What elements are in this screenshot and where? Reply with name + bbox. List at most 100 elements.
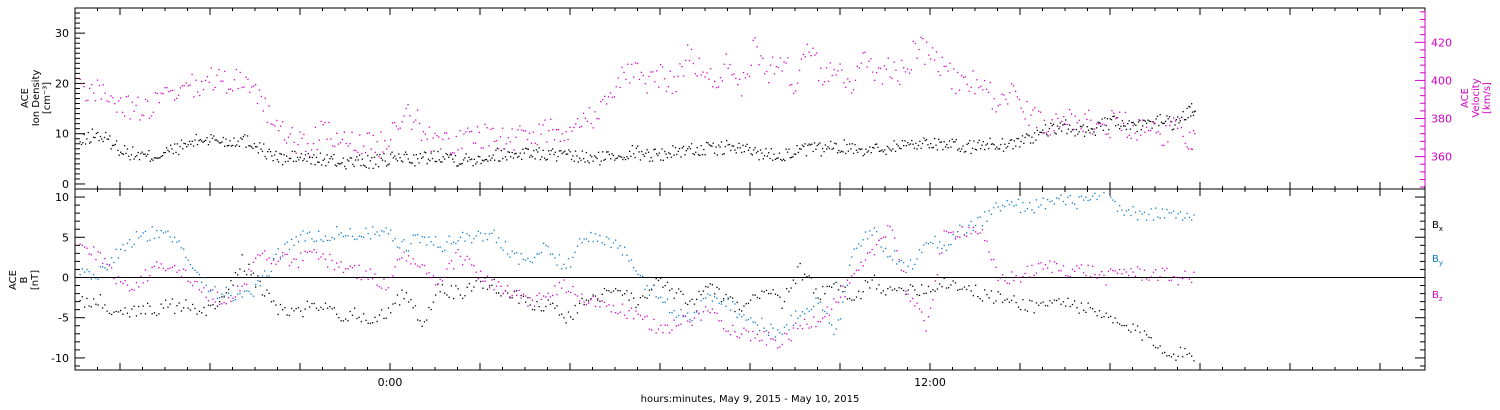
data-point [444,132,446,134]
data-point [363,236,365,238]
data-point [870,58,872,60]
data-point [918,294,921,296]
data-point [651,329,653,331]
data-point [1188,216,1191,219]
data-point [409,115,411,117]
data-point [550,118,552,120]
data-point [239,290,241,292]
data-point [1120,125,1122,128]
data-point [375,163,377,165]
data-point [466,286,468,288]
data-point [217,140,219,142]
data-point [867,150,870,152]
data-point [185,299,187,301]
data-point [999,277,1002,279]
data-point [765,344,768,346]
field-axis-title-line: B [19,276,30,283]
data-point [1028,124,1030,126]
data-point [1067,275,1069,277]
data-point [871,248,873,251]
data-point [758,64,760,66]
data-point [89,87,91,89]
data-point [639,297,642,299]
data-point [908,144,910,146]
data-point [394,266,396,268]
data-point [765,289,768,292]
data-point [730,149,732,152]
data-point [321,164,323,166]
data-point [467,160,469,162]
data-point [590,299,592,301]
data-point [204,79,207,82]
data-point [590,231,592,234]
data-point [276,119,278,122]
data-point [207,144,210,146]
data-point [216,291,219,293]
data-point [702,71,704,73]
data-point [478,131,480,134]
data-point [130,154,133,156]
data-point [626,317,628,319]
data-point [853,299,855,301]
data-point [835,328,837,330]
data-point [256,102,259,105]
data-point [1112,115,1114,118]
data-point [738,142,740,144]
data-point [135,231,138,233]
data-point [426,138,428,140]
data-point [689,319,691,321]
data-point [305,150,307,153]
data-point [538,123,540,125]
data-point [441,280,444,282]
data-point [1094,134,1096,136]
data-point [518,263,520,265]
data-point [1074,135,1076,137]
data-point [186,146,188,148]
data-point [110,95,112,97]
data-point [711,145,713,147]
density-axis-title: ACEIon Density[cm⁻³] [20,70,53,127]
data-point [477,230,479,233]
data-point [846,298,849,300]
data-point [520,253,522,255]
data-point [633,153,635,155]
data-point [681,147,683,149]
data-point [203,287,205,289]
data-point [363,164,365,166]
data-point [162,93,164,95]
data-point [777,347,779,349]
data-point [1191,111,1194,113]
data-point [504,156,507,158]
data-point [480,270,482,272]
data-point [663,78,666,80]
data-point [958,148,960,150]
data-point [1105,133,1107,135]
data-point [795,310,797,312]
data-point [1076,265,1078,267]
data-point [1125,324,1128,327]
data-point [962,76,965,78]
data-point [1069,305,1071,308]
data-point [847,78,849,80]
data-point [623,71,625,74]
data-point [210,67,212,69]
top-frame [74,7,1426,190]
data-point [811,143,813,145]
data-point [648,289,651,291]
data-point [963,286,966,288]
data-point [673,319,675,321]
data-point [1168,279,1170,282]
data-point [1157,279,1159,281]
data-point [986,240,988,242]
data-point [1067,128,1069,130]
data-point [1177,284,1179,286]
data-point [1191,281,1193,284]
data-point [261,252,264,255]
data-point [343,131,345,133]
data-point [723,63,725,65]
data-point [338,234,340,236]
data-point [336,165,338,167]
data-point [997,279,999,282]
data-point [221,303,223,305]
data-point [250,274,252,276]
